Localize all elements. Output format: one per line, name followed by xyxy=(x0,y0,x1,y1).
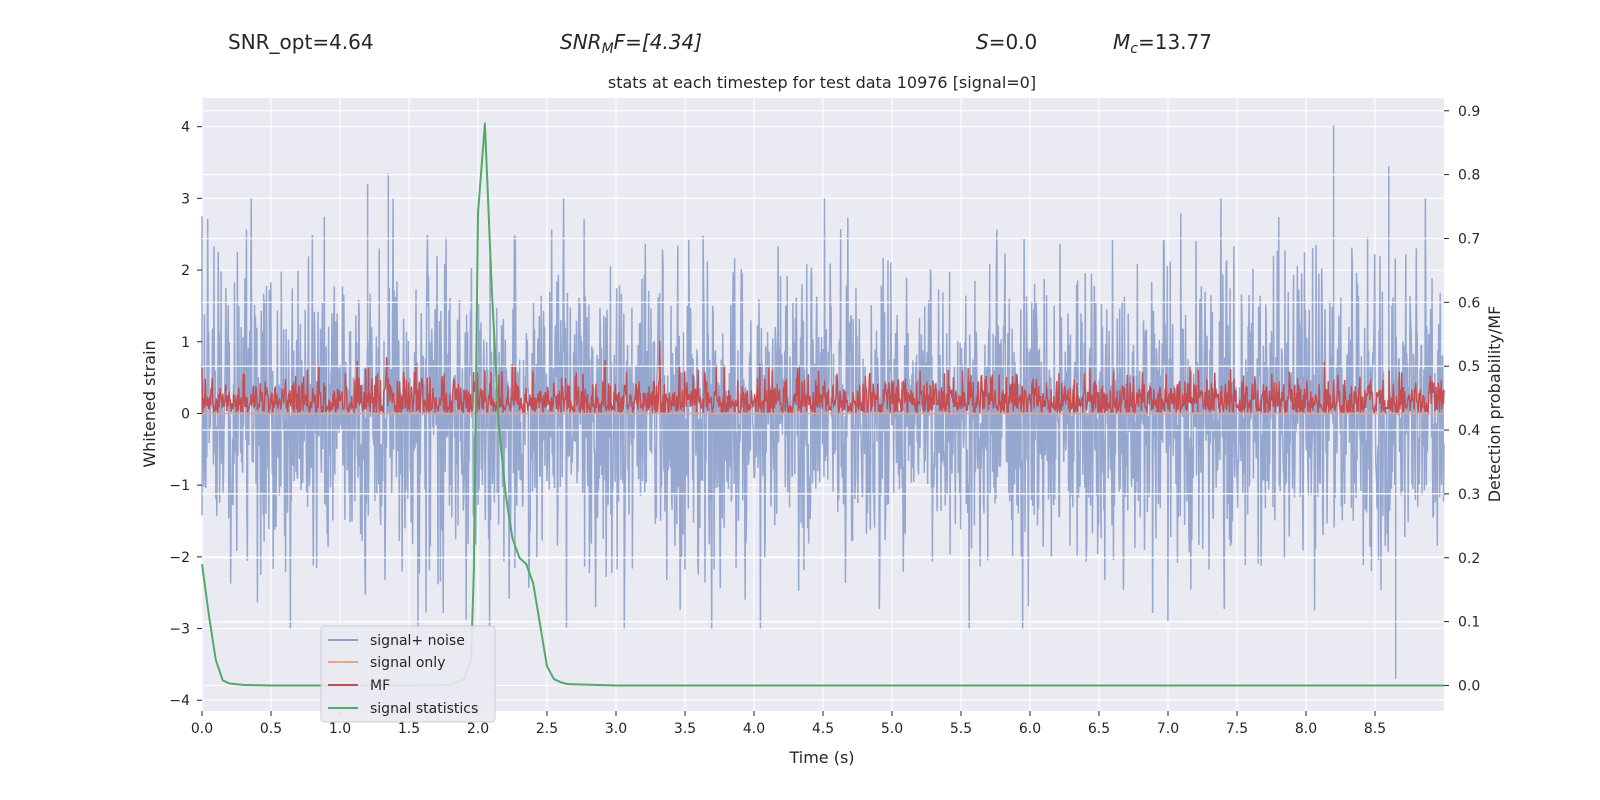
x-ticks: 0.0 0.5 1.0 1.5 2.0 2.5 3.0 3.5 4.0 4.5 5.0 5.5 6.0 6… xyxy=(191,711,1386,737)
line-mf xyxy=(201,340,1445,417)
y-right-tick-label: 0.5 xyxy=(1458,359,1480,375)
x-tick-label: 2.0 xyxy=(467,721,489,737)
line-signal-statistics xyxy=(201,122,1444,687)
y-right-tick-label: 0.9 xyxy=(1458,104,1480,120)
y-tick-label: 2 xyxy=(181,263,190,279)
s-var: S xyxy=(976,30,989,54)
series-signal-noise xyxy=(201,125,1445,679)
legend-label-mf: MF xyxy=(370,678,390,694)
y-right-axis-label: Detection probability/MF xyxy=(1485,306,1504,503)
y-right-tick-label: 0.6 xyxy=(1458,295,1480,311)
mc-label: Mc=13.77 xyxy=(1113,30,1212,57)
legend-label-signal-statistics: signal statistics xyxy=(370,701,478,717)
y-right-tick-label: 0.7 xyxy=(1458,231,1480,247)
mc-rest: =13.77 xyxy=(1138,30,1212,54)
mc-var: M xyxy=(1113,30,1130,54)
chart-title: stats at each timestep for test data 109… xyxy=(608,73,1036,92)
snr-mf-sub: M xyxy=(602,41,614,57)
s-label: S=0.0 xyxy=(976,30,1037,54)
snr-mf-rest: F=[4.34] xyxy=(614,30,702,54)
y-tick-label: 1 xyxy=(181,335,190,351)
y-tick-label: 0 xyxy=(181,406,190,422)
y-right-ticks: 0.9 0.8 0.7 0.6 0.5 0.4 0.3 0.2 0.1 0.0 xyxy=(1444,104,1480,694)
x-tick-label: 4.5 xyxy=(812,721,834,737)
x-tick-label: 2.5 xyxy=(536,721,558,737)
x-tick-label: 8.5 xyxy=(1364,721,1386,737)
series-signal-statistics xyxy=(201,122,1444,687)
y-right-tick-label: 0.0 xyxy=(1458,678,1480,694)
x-tick-label: 5.0 xyxy=(881,721,903,737)
x-tick-label: 4.0 xyxy=(743,721,765,737)
mc-sub: c xyxy=(1130,41,1138,57)
y-axis-label: Whitened strain xyxy=(140,340,159,467)
y-tick-label: −3 xyxy=(169,622,190,638)
x-tick-label: 3.0 xyxy=(605,721,627,737)
y-tick-label: −4 xyxy=(169,693,190,709)
snr-opt-label: SNR_opt=4.64 xyxy=(228,30,374,54)
line-signal-noise xyxy=(201,125,1445,679)
x-tick-label: 0.0 xyxy=(191,721,213,737)
y-right-tick-label: 0.8 xyxy=(1458,168,1480,184)
snr-mf-label: SNRMF=[4.34] xyxy=(560,30,702,57)
y-tick-label: 3 xyxy=(181,191,190,207)
snr-mf-main: SNR xyxy=(560,30,602,54)
legend-label-signal-only: signal only xyxy=(370,655,445,671)
y-tick-label: −2 xyxy=(169,550,190,566)
x-tick-label: 6.0 xyxy=(1019,721,1041,737)
x-tick-label: 7.5 xyxy=(1226,721,1248,737)
s-rest: =0.0 xyxy=(989,30,1038,54)
legend-label-signal-noise: signal+ noise xyxy=(370,633,465,649)
x-tick-label: 1.5 xyxy=(398,721,420,737)
x-tick-label: 0.5 xyxy=(260,721,282,737)
x-tick-label: 3.5 xyxy=(674,721,696,737)
x-axis-label: Time (s) xyxy=(788,748,854,767)
y-right-tick-label: 0.3 xyxy=(1458,487,1480,503)
x-tick-label: 5.5 xyxy=(950,721,972,737)
y-tick-label: −1 xyxy=(169,478,190,494)
x-tick-label: 1.0 xyxy=(329,721,351,737)
y-right-tick-label: 0.1 xyxy=(1458,615,1480,631)
y-right-tick-label: 0.2 xyxy=(1458,551,1480,567)
x-tick-label: 8.0 xyxy=(1295,721,1317,737)
y-ticks: 4 3 2 1 0 −1 −2 −3 −4 xyxy=(169,120,202,709)
x-tick-label: 7.0 xyxy=(1157,721,1179,737)
y-right-tick-label: 0.4 xyxy=(1458,423,1480,439)
y-tick-label: 4 xyxy=(181,120,190,136)
x-tick-label: 6.5 xyxy=(1088,721,1110,737)
series-mf xyxy=(201,340,1445,417)
legend: signal+ noise signal only MF signal stat… xyxy=(320,625,496,723)
legend-box xyxy=(320,625,496,723)
